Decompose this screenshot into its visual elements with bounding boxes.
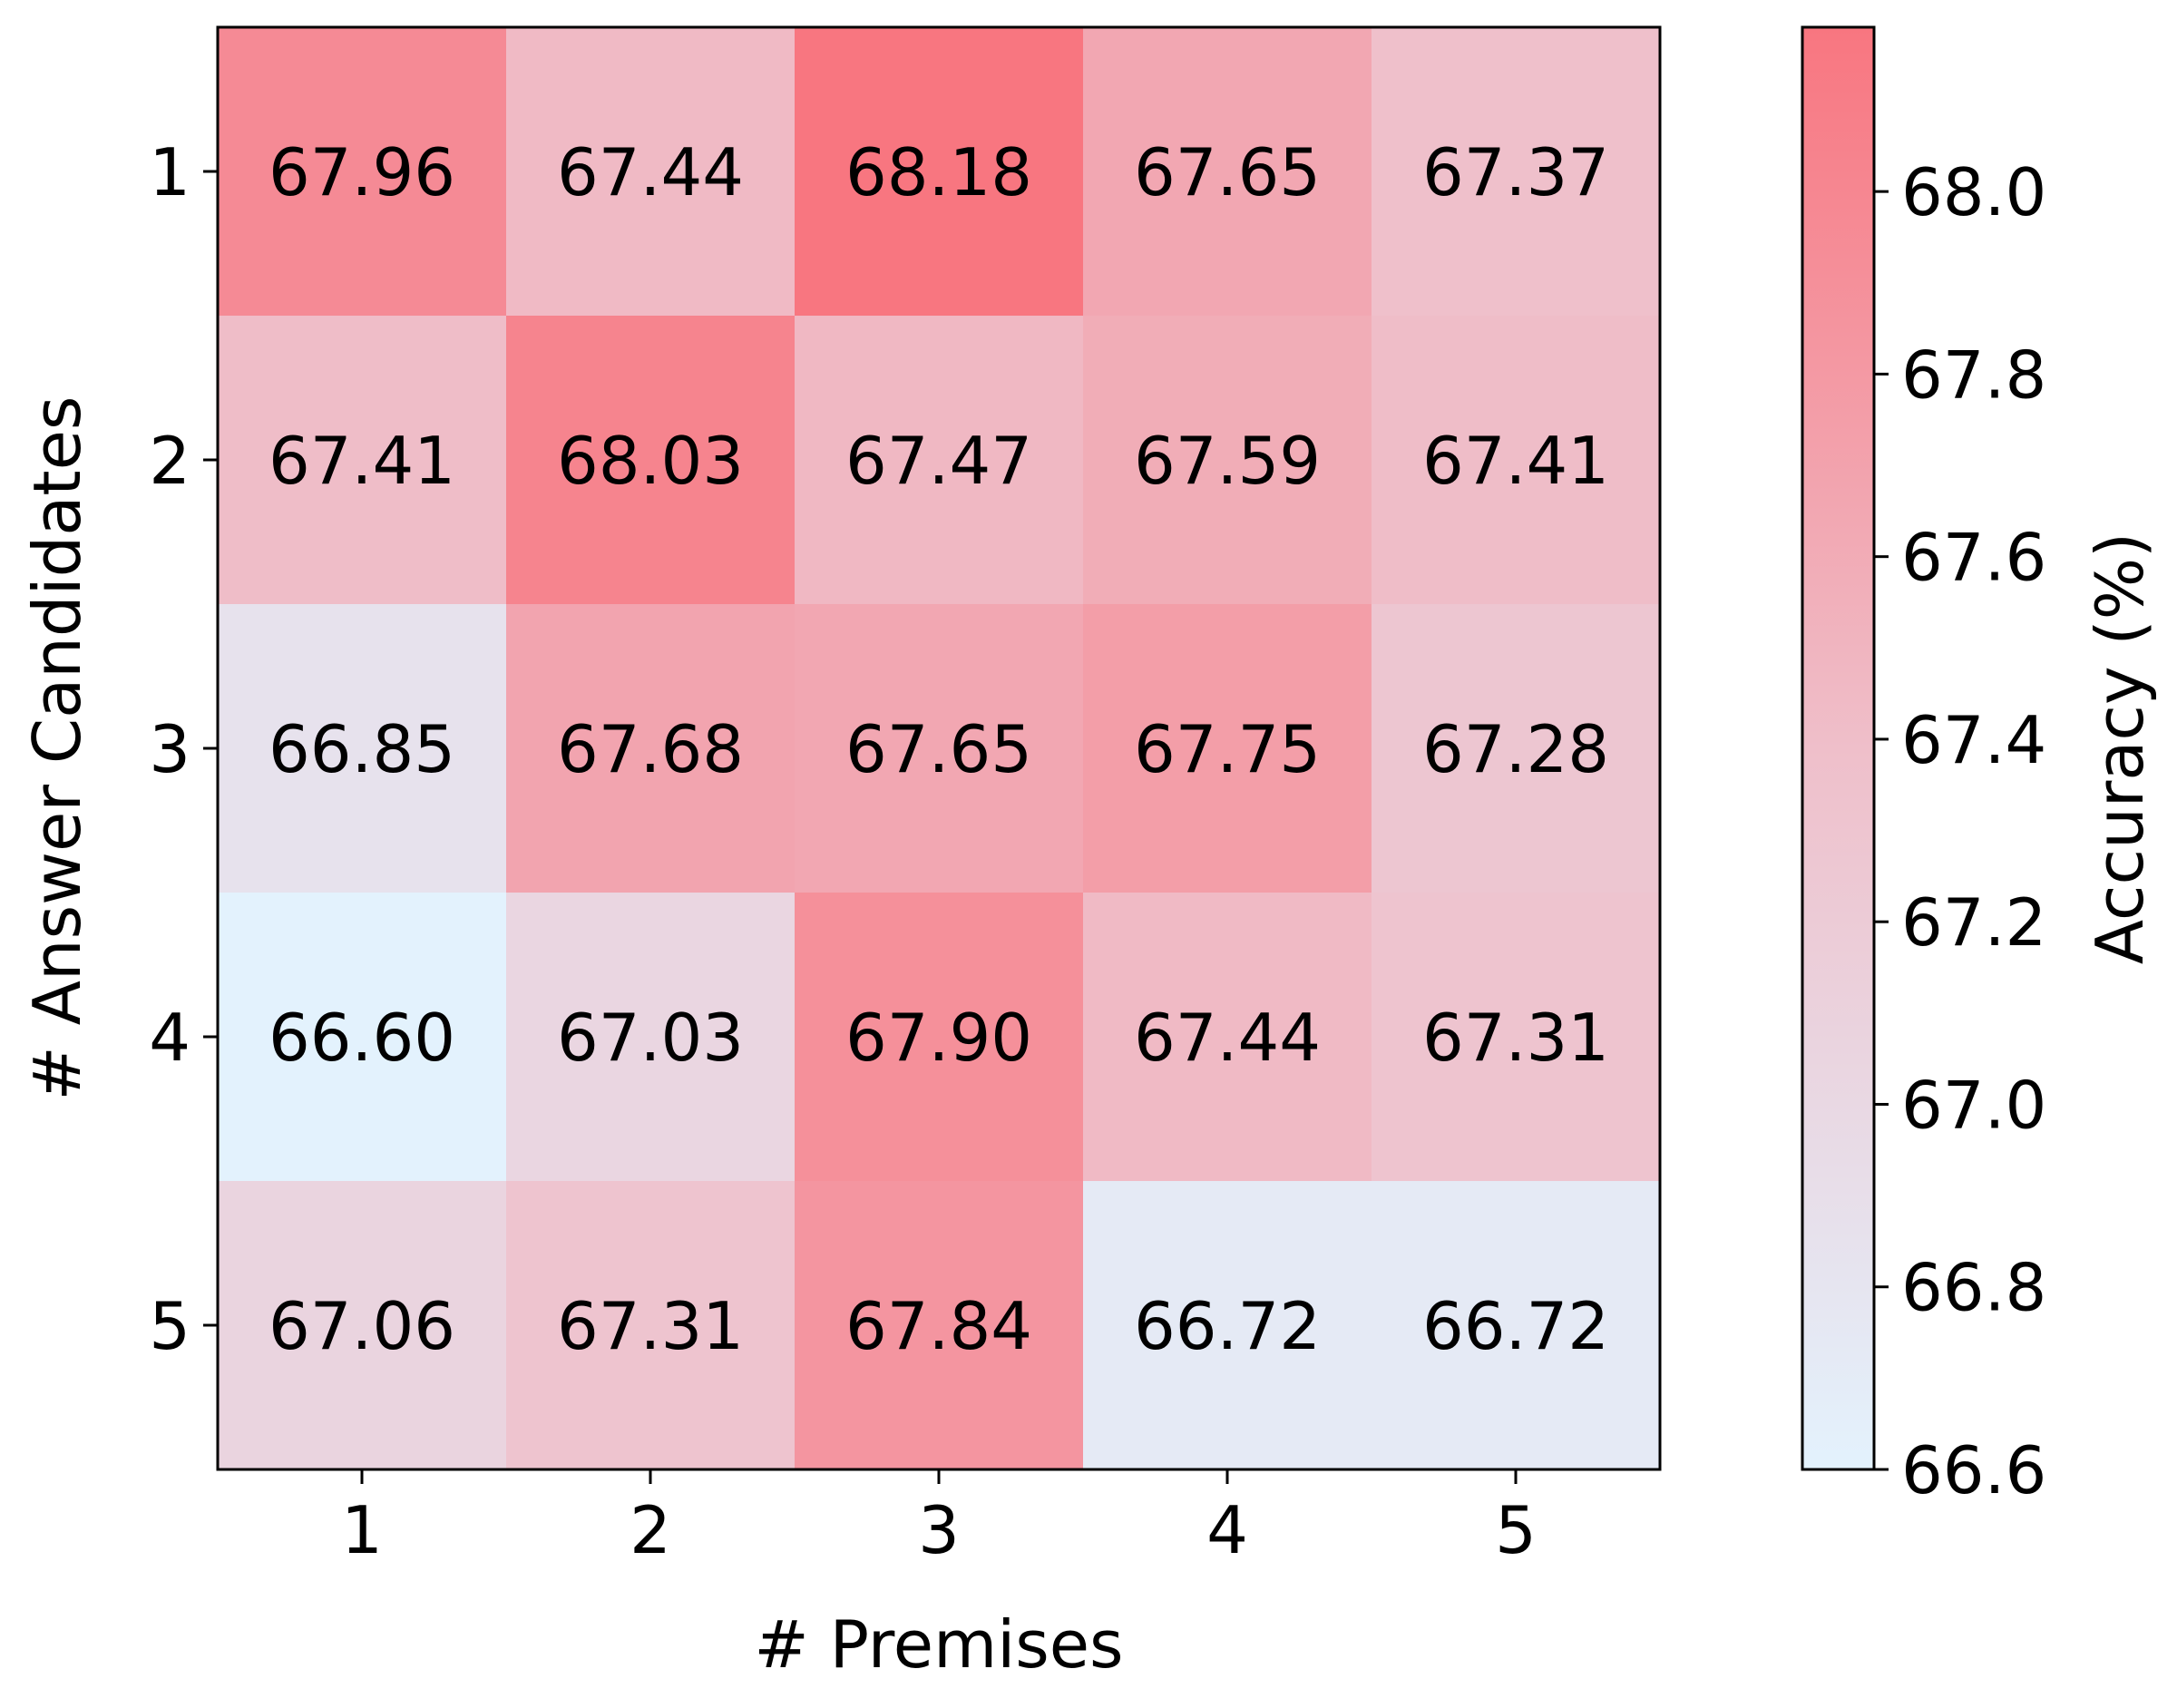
cell-value-label: 68.18 — [845, 134, 1032, 210]
cell-value-label: 66.60 — [268, 1000, 455, 1076]
cell-value-label: 67.68 — [557, 711, 744, 787]
heatmap-cell-labels: 67.96 67.44 68.18 67.65 67.37 67.41 68.03 67.47… — [268, 134, 1609, 1364]
colorbar-frame — [1801, 25, 1876, 1471]
heatmap-cell-r1-c1 — [218, 27, 507, 317]
heatmap-cell-r1-c3 — [795, 27, 1084, 317]
cell-value-label: 67.90 — [845, 1000, 1032, 1076]
cell-value-label: 67.37 — [1422, 134, 1609, 210]
heatmap-cell-r1-c4 — [1083, 27, 1372, 317]
cell-value-label: 68.03 — [557, 423, 744, 499]
heatmap-cell-r2-c3 — [795, 316, 1084, 605]
x-axis-ticks: 1 2 3 4 5 — [341, 1469, 1537, 1568]
cell-value-label: 67.65 — [845, 711, 1032, 787]
y-tick-label: 4 — [149, 1000, 190, 1076]
heatmap-cell-r2-c2 — [506, 316, 796, 605]
y-tick-label: 2 — [149, 423, 190, 499]
heatmap-cell-r4-c2 — [506, 893, 796, 1182]
heatmap-cell-r5-c1 — [218, 1181, 507, 1470]
y-tick-label: 5 — [149, 1288, 190, 1364]
heatmap-cell-r4-c5 — [1372, 893, 1661, 1182]
cell-value-label: 66.72 — [1134, 1288, 1321, 1364]
heatmap-cell-r2-c1 — [218, 316, 507, 605]
heatmap-cell-r4-c3 — [795, 893, 1084, 1182]
colorbar-title: Accuracy (%) — [2082, 532, 2158, 964]
heatmap-cell-r3-c5 — [1372, 604, 1661, 893]
heatmap-cell-r3-c1 — [218, 604, 507, 893]
y-tick-label: 3 — [149, 711, 190, 787]
heatmap-cell-r2-c5 — [1372, 316, 1661, 605]
y-axis-title: # Answer Candidates — [19, 396, 95, 1101]
heatmap-cell-r5-c5 — [1372, 1181, 1661, 1470]
cell-value-label: 67.84 — [845, 1288, 1032, 1364]
colorbar-tick-label: 67.8 — [1901, 337, 2046, 413]
colorbar-tick-label: 67.0 — [1901, 1067, 2046, 1143]
cell-value-label: 67.31 — [1422, 1000, 1609, 1076]
heatmap-cell-r5-c4 — [1083, 1181, 1372, 1470]
cell-value-label: 67.44 — [1134, 1000, 1321, 1076]
heatmap-cell-r2-c4 — [1083, 316, 1372, 605]
cell-value-label: 67.65 — [1134, 134, 1321, 210]
colorbar-ticks: 66.6 66.8 67.0 67.2 67.4 67.6 67.8 68.0 — [1874, 154, 2046, 1508]
heatmap-cell-r3-c4 — [1083, 604, 1372, 893]
cell-value-label: 67.31 — [557, 1288, 744, 1364]
y-axis-ticks: 1 2 3 4 5 — [149, 134, 218, 1364]
colorbar-tick-label: 68.0 — [1901, 154, 2046, 230]
cell-value-label: 67.75 — [1134, 711, 1321, 787]
cell-value-label: 67.03 — [557, 1000, 744, 1076]
cell-value-label: 67.06 — [268, 1288, 455, 1364]
colorbar-tick-label: 66.6 — [1901, 1432, 2046, 1508]
x-tick-label: 3 — [918, 1492, 960, 1568]
heatmap-cell-r3-c3 — [795, 604, 1084, 893]
x-axis-title: # Premises — [754, 1606, 1123, 1683]
cell-value-label: 67.44 — [557, 134, 744, 210]
heatmap-cell-r4-c1 — [218, 893, 507, 1182]
x-tick-label: 1 — [341, 1492, 383, 1568]
x-tick-label: 4 — [1206, 1492, 1248, 1568]
cell-value-label: 66.85 — [268, 711, 455, 787]
cell-value-label: 67.41 — [268, 423, 455, 499]
cell-value-label: 66.72 — [1422, 1288, 1609, 1364]
heatmap-cell-r1-c2 — [506, 27, 796, 317]
heatmap-cell-r4-c4 — [1083, 893, 1372, 1182]
x-tick-label: 2 — [630, 1492, 671, 1568]
colorbar-tick-label: 67.2 — [1901, 884, 2046, 961]
cell-value-label: 67.96 — [268, 134, 455, 210]
heatmap-cell-r5-c3 — [795, 1181, 1084, 1470]
x-tick-label: 5 — [1495, 1492, 1537, 1568]
colorbar-tick-label: 67.6 — [1901, 520, 2046, 596]
heatmap-cell-r3-c2 — [506, 604, 796, 893]
heatmap-cell-r1-c5 — [1372, 27, 1661, 317]
cell-value-label: 67.47 — [845, 423, 1032, 499]
y-tick-label: 1 — [149, 134, 190, 210]
cell-value-label: 67.41 — [1422, 423, 1609, 499]
colorbar-tick-label: 67.4 — [1901, 702, 2046, 778]
colorbar-tick-label: 66.8 — [1901, 1250, 2046, 1326]
heatmap-cells — [218, 27, 1661, 1470]
cell-value-label: 67.59 — [1134, 423, 1321, 499]
colorbar — [1802, 27, 1874, 1469]
cell-value-label: 67.28 — [1422, 711, 1609, 787]
heatmap-cell-r5-c2 — [506, 1181, 796, 1470]
